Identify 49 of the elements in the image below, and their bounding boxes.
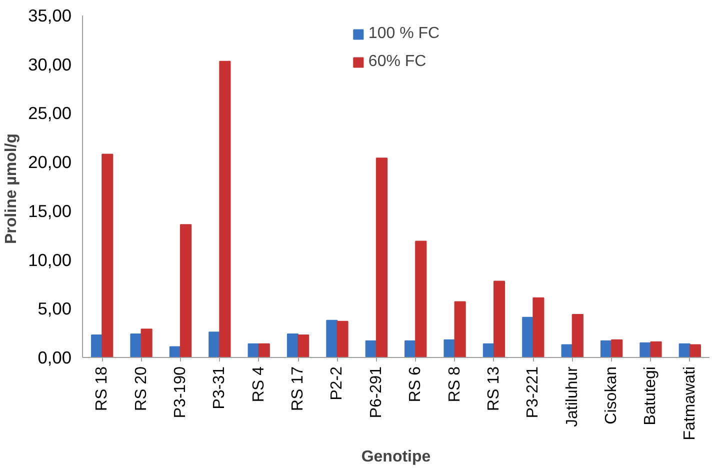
bar bbox=[219, 60, 231, 358]
x-tick-label: RS 13 bbox=[485, 366, 502, 411]
y-tick-label: 15,00 bbox=[28, 200, 72, 221]
bar bbox=[572, 314, 584, 358]
bar bbox=[611, 339, 623, 358]
bar bbox=[532, 297, 544, 358]
x-tick-label: P3-31 bbox=[211, 366, 228, 410]
y-tick-label: 35,00 bbox=[28, 6, 72, 26]
y-tick-label: 10,00 bbox=[28, 250, 72, 270]
x-tick-label: Batutegi bbox=[642, 366, 660, 426]
bar bbox=[298, 334, 310, 358]
bar bbox=[493, 280, 506, 358]
bar bbox=[689, 344, 701, 358]
x-axis-title: Genotipe bbox=[361, 448, 431, 466]
bar bbox=[336, 320, 348, 358]
x-tick-label: RS 20 bbox=[132, 366, 150, 411]
bar bbox=[444, 339, 456, 358]
y-tick-label: 25,00 bbox=[28, 103, 72, 124]
legend-label: 100 % FC bbox=[368, 25, 440, 43]
bar bbox=[130, 334, 142, 358]
bar bbox=[415, 240, 427, 358]
x-tick-label: Jatiluhur bbox=[564, 366, 581, 427]
bar bbox=[102, 154, 114, 358]
x-tick-label: P3-190 bbox=[172, 366, 189, 418]
y-tick-label: 5,00 bbox=[38, 298, 72, 319]
x-tick-label: Fatmawati bbox=[681, 366, 698, 440]
x-tick-label: RS 6 bbox=[407, 366, 424, 402]
y-tick-label: 0,00 bbox=[38, 348, 72, 368]
bar bbox=[258, 343, 270, 358]
bar bbox=[326, 320, 338, 358]
bar bbox=[650, 341, 662, 358]
x-tick-label: RS 17 bbox=[290, 366, 307, 411]
x-tick-label: P6-291 bbox=[368, 366, 385, 418]
y-tick-label: 30,00 bbox=[28, 54, 72, 74]
bar bbox=[454, 301, 466, 358]
bar bbox=[522, 316, 534, 358]
x-tick-label: RS 18 bbox=[94, 366, 111, 411]
y-axis-title: Proline µmol/g bbox=[3, 133, 20, 244]
y-tick-label: 20,00 bbox=[28, 152, 72, 172]
x-tick-label: RS 4 bbox=[250, 366, 268, 402]
bar bbox=[180, 224, 192, 358]
x-tick-label: Cisokan bbox=[603, 366, 620, 424]
bar bbox=[286, 334, 299, 358]
bar bbox=[376, 158, 388, 358]
bar bbox=[140, 328, 152, 358]
x-tick-label: P2-2 bbox=[328, 366, 346, 400]
x-tick-label: P3-221 bbox=[524, 366, 542, 418]
legend-label: 60% FC bbox=[368, 53, 426, 71]
x-tick-label: RS 8 bbox=[446, 366, 464, 402]
